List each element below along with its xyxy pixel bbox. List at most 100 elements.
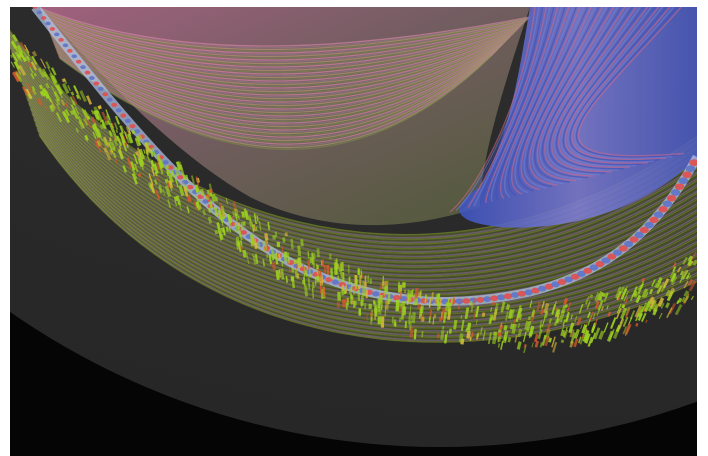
speckle: [316, 276, 320, 283]
speckle: [428, 316, 431, 324]
speckle: [272, 234, 277, 240]
speckle: [186, 194, 192, 203]
green-streamline: [38, 134, 697, 343]
streamline-visualization: [10, 7, 697, 456]
speckle: [13, 60, 21, 70]
speckle: [286, 252, 290, 264]
speckle: [353, 289, 355, 295]
speckle: [569, 341, 574, 348]
speckle: [670, 275, 678, 286]
speckle: [70, 104, 76, 113]
speckle: [247, 215, 253, 228]
pink-streamline: [55, 47, 500, 129]
speckle: [604, 292, 609, 298]
speckle: [379, 283, 382, 290]
green-streamline: [27, 102, 697, 314]
speckle: [19, 51, 27, 63]
speckle: [93, 110, 100, 121]
speckle: [26, 55, 30, 61]
blue-streamline: [499, 7, 570, 200]
speckle: [134, 137, 138, 142]
speckle: [236, 225, 239, 230]
speckle: [658, 312, 663, 320]
speckle: [573, 328, 580, 340]
speckle: [267, 221, 271, 231]
green-streamline: [37, 131, 697, 340]
speckle: [195, 187, 200, 193]
tube-bead: [613, 249, 623, 256]
speckle: [487, 332, 492, 345]
tube-bead: [595, 260, 605, 268]
speckle: [432, 316, 435, 325]
speckle: [305, 269, 308, 277]
speckle: [674, 303, 683, 316]
speckle: [386, 281, 388, 286]
pink-streamline: [40, 10, 529, 52]
pink-streamline: [54, 46, 500, 128]
speckle: [345, 284, 348, 294]
green-streamline: [29, 105, 697, 317]
speckle: [589, 311, 594, 321]
blue-streamline: [578, 7, 685, 157]
speckle: [252, 253, 254, 257]
speckle: [31, 88, 37, 96]
tube-bead: [462, 298, 471, 304]
tube-bead: [115, 108, 122, 113]
speckle: [431, 292, 434, 301]
speckle: [580, 324, 583, 330]
speckle: [179, 204, 182, 211]
speckle: [617, 318, 625, 330]
speckle: [643, 300, 652, 312]
tube-bead: [618, 245, 628, 252]
speckle: [358, 308, 362, 316]
speckle: [385, 300, 389, 310]
speckle: [398, 284, 401, 293]
speckle: [156, 174, 161, 184]
speckle: [348, 264, 350, 274]
tube-bead: [97, 86, 104, 91]
tube-bead: [187, 184, 194, 190]
speckle: [539, 324, 542, 330]
speckle: [228, 226, 232, 233]
speckle: [597, 291, 604, 301]
speckle: [55, 103, 61, 112]
speckle: [25, 48, 30, 57]
speckle: [240, 221, 244, 230]
speckle: [139, 160, 145, 170]
pink-streamline: [45, 21, 520, 75]
speckle: [320, 292, 323, 300]
speckle: [307, 250, 310, 259]
blue-streamline: [449, 7, 536, 213]
speckle: [239, 226, 243, 236]
speckle: [541, 334, 547, 346]
blue-streamline: [461, 7, 544, 210]
blue-streamline: [546, 7, 630, 176]
speckle: [554, 308, 561, 318]
green-streamline: [28, 103, 697, 315]
speckle: [175, 161, 182, 171]
tube-bead: [93, 81, 100, 86]
tube-bead: [483, 296, 492, 302]
speckle: [249, 234, 255, 245]
yellow-green-speckle-fringe: [10, 34, 697, 354]
speckle: [481, 312, 486, 317]
speckle: [682, 256, 688, 265]
speckle: [207, 216, 213, 224]
speckle: [311, 287, 314, 299]
tube-bead: [639, 226, 649, 234]
speckle: [442, 326, 445, 330]
tube-bead: [89, 76, 95, 81]
speckle: [149, 150, 154, 158]
blue-streamline: [511, 7, 581, 195]
tube-bead: [54, 32, 60, 37]
pink-streamline: [40, 9, 529, 51]
speckle: [131, 130, 136, 135]
speckle: [112, 131, 119, 142]
tube-bead: [80, 65, 86, 70]
speckle: [577, 336, 582, 344]
tube-bead: [503, 293, 513, 300]
speckle: [137, 173, 142, 178]
pink-streamline: [56, 49, 498, 135]
tube-bead: [685, 165, 696, 173]
